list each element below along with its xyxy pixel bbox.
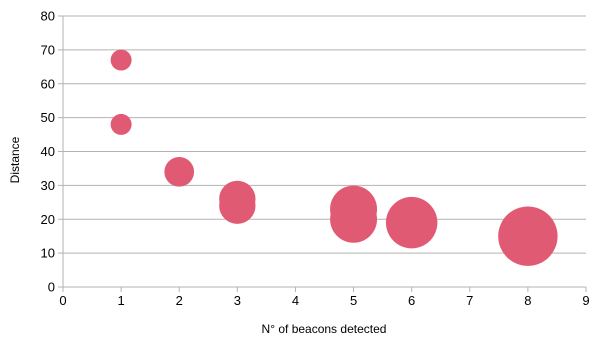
y-tick-label: 40 [41, 144, 55, 159]
x-tick-label: 5 [350, 293, 357, 308]
x-tick-label: 2 [176, 293, 183, 308]
data-bubble [110, 113, 132, 135]
y-tick-label: 50 [41, 110, 55, 125]
x-tick-label: 8 [524, 293, 531, 308]
x-tick-label: 1 [117, 293, 124, 308]
x-tick-label: 9 [582, 293, 589, 308]
y-tick-label: 80 [41, 9, 55, 24]
bubble-layer [110, 49, 558, 266]
x-axis-title: N° of beacons detected [262, 322, 387, 336]
data-bubble [219, 187, 256, 224]
y-tick-label: 70 [41, 42, 55, 57]
y-tick-label: 30 [41, 178, 55, 193]
x-tick-label: 0 [59, 293, 66, 308]
y-tick-label: 10 [41, 246, 55, 261]
data-bubble [498, 206, 558, 266]
x-tick-label: 7 [466, 293, 473, 308]
axis-layer [58, 15, 587, 292]
y-tick-label: 60 [41, 76, 55, 91]
x-tick-label: 3 [234, 293, 241, 308]
y-axis-title: Distance [8, 136, 22, 183]
data-bubble [164, 156, 195, 187]
x-tick-label: 6 [408, 293, 415, 308]
y-tick-label: 0 [48, 280, 55, 295]
y-tick-label: 20 [41, 212, 55, 227]
data-bubble [330, 195, 378, 243]
data-bubble [110, 49, 132, 71]
x-tick-label: 4 [292, 293, 299, 308]
grid-layer [63, 15, 586, 288]
data-bubble [385, 196, 438, 249]
label-layer: N° of beacons detected Distance 01020304… [8, 9, 590, 337]
